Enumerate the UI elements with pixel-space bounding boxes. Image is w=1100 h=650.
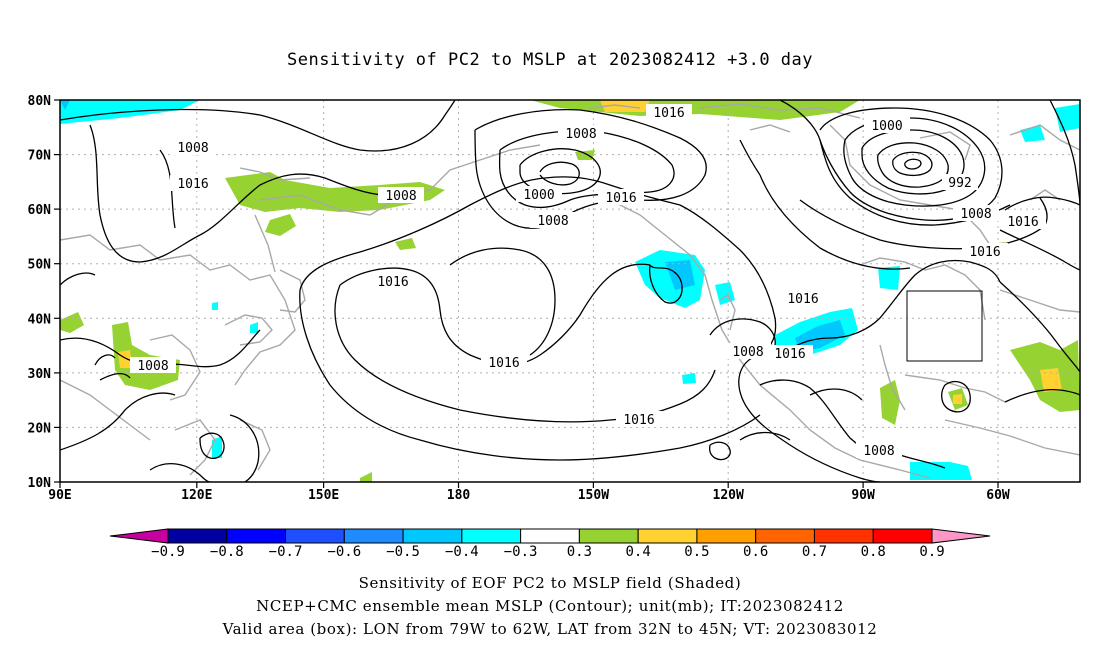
contour-label: 1008 xyxy=(565,127,596,142)
caption-line-3: Valid area (box): LON from 79W to 62W, L… xyxy=(222,620,878,638)
colorbar-label: −0.5 xyxy=(386,544,420,560)
contour-label: 1016 xyxy=(787,292,818,307)
lon-label: 150W xyxy=(578,488,609,503)
contour-label: 992 xyxy=(948,176,971,191)
valid-area-box xyxy=(906,290,983,362)
colorbar-cell xyxy=(343,528,404,544)
map-frame xyxy=(59,99,1081,483)
colorbar-cell xyxy=(226,528,287,544)
colorbar-cell xyxy=(637,528,698,544)
lat-label: 50N xyxy=(28,258,52,273)
contour-label: 1008 xyxy=(385,189,416,204)
colorbar-label: 0.4 xyxy=(626,544,651,560)
contour-label: 1016 xyxy=(488,356,519,371)
contour-label: 1008 xyxy=(177,141,208,156)
colorbar-label: 0.6 xyxy=(743,544,768,560)
longitude-labels: 90E 120E 150E 180 150W 120W 90W 60W xyxy=(48,488,1010,503)
lat-label: 40N xyxy=(28,312,52,327)
contour-label: 1016 xyxy=(623,413,654,428)
contour-label: 1000 xyxy=(523,188,554,203)
colorbar-label: −0.4 xyxy=(445,544,479,560)
contour-label: 1016 xyxy=(774,347,805,362)
colorbar-cell xyxy=(696,528,757,544)
latitude-labels: 80N 70N 60N 50N 40N 30N 20N 10N xyxy=(28,94,52,491)
colorbar-label: −0.9 xyxy=(151,544,185,560)
colorbar-label: 0.7 xyxy=(802,544,827,560)
colorbar-label: −0.7 xyxy=(269,544,303,560)
contour-label: 1016 xyxy=(177,177,208,192)
colorbar-label: 0.9 xyxy=(919,544,944,560)
lat-label: 30N xyxy=(28,367,52,382)
colorbar-cell xyxy=(285,528,345,544)
colorbar-label: 0.3 xyxy=(567,544,592,560)
colorbar-labels: −0.9 −0.8 −0.7 −0.6 −0.5 −0.4 −0.3 0.3 0.4 0.5 0.6… xyxy=(151,544,945,560)
colorbar-label: −0.3 xyxy=(504,544,538,560)
colorbar-cell xyxy=(520,528,580,544)
lat-label: 20N xyxy=(28,421,52,436)
colorbar-label: 0.5 xyxy=(684,544,709,560)
colorbar-label: −0.6 xyxy=(327,544,361,560)
lat-label: 70N xyxy=(28,149,52,164)
contour-label: 1016 xyxy=(605,191,636,206)
colorbar-cell xyxy=(461,528,522,544)
coastlines xyxy=(60,103,1080,479)
axis-ticks xyxy=(54,99,999,488)
lat-label: 60N xyxy=(28,203,52,218)
contour-label: 1008 xyxy=(537,214,568,229)
lat-label: 80N xyxy=(28,94,52,109)
contour-label: 1016 xyxy=(1007,215,1038,230)
map-area: 1008 1016 1008 1016 1008 1008 1000 1008 … xyxy=(60,100,1080,482)
colorbar-cells xyxy=(167,528,933,544)
colorbar-label: −0.8 xyxy=(210,544,244,560)
lon-label: 90W xyxy=(851,488,875,503)
lon-label: 150E xyxy=(308,488,339,503)
contour-label: 1008 xyxy=(863,444,894,459)
colorbar-cell xyxy=(755,528,815,544)
contour-label: 1000 xyxy=(871,119,902,134)
contour-label: 1016 xyxy=(969,245,1000,260)
colorbar-cell xyxy=(813,528,874,544)
contour-label: 1008 xyxy=(960,207,991,222)
contour-labels: 1008 1016 1008 1016 1008 1008 1000 1008 … xyxy=(130,104,1046,459)
caption-line-1: Sensitivity of EOF PC2 to MSLP field (Sh… xyxy=(358,574,742,592)
colorbar-cell xyxy=(578,528,639,544)
contour-label: 1008 xyxy=(137,359,168,374)
contour-label: 1008 xyxy=(732,345,763,360)
contour-label: 1016 xyxy=(653,106,684,121)
lon-label: 90E xyxy=(48,488,71,503)
colorbar-cell xyxy=(402,528,463,544)
colorbar-low-triangle xyxy=(109,528,169,544)
lon-label: 120W xyxy=(713,488,744,503)
colorbar-high-triangle xyxy=(931,528,991,544)
lon-label: 180 xyxy=(447,488,471,503)
contour-label: 1016 xyxy=(377,275,408,290)
mslp-contours xyxy=(60,100,1080,482)
chart-title: Sensitivity of PC2 to MSLP at 2023082412… xyxy=(286,50,813,70)
lon-label: 120E xyxy=(181,488,212,503)
caption-line-2: NCEP+CMC ensemble mean MSLP (Contour); u… xyxy=(256,597,844,615)
colorbar-label: 0.8 xyxy=(861,544,886,560)
lon-label: 60W xyxy=(986,488,1010,503)
colorbar: −0.9 −0.8 −0.7 −0.6 −0.5 −0.4 −0.3 0.3 0.4 0.5 0.6… xyxy=(109,528,991,560)
graticule xyxy=(60,100,1080,482)
colorbar-cell xyxy=(167,528,228,544)
colorbar-cell xyxy=(872,528,933,544)
lat-label: 10N xyxy=(28,476,52,491)
